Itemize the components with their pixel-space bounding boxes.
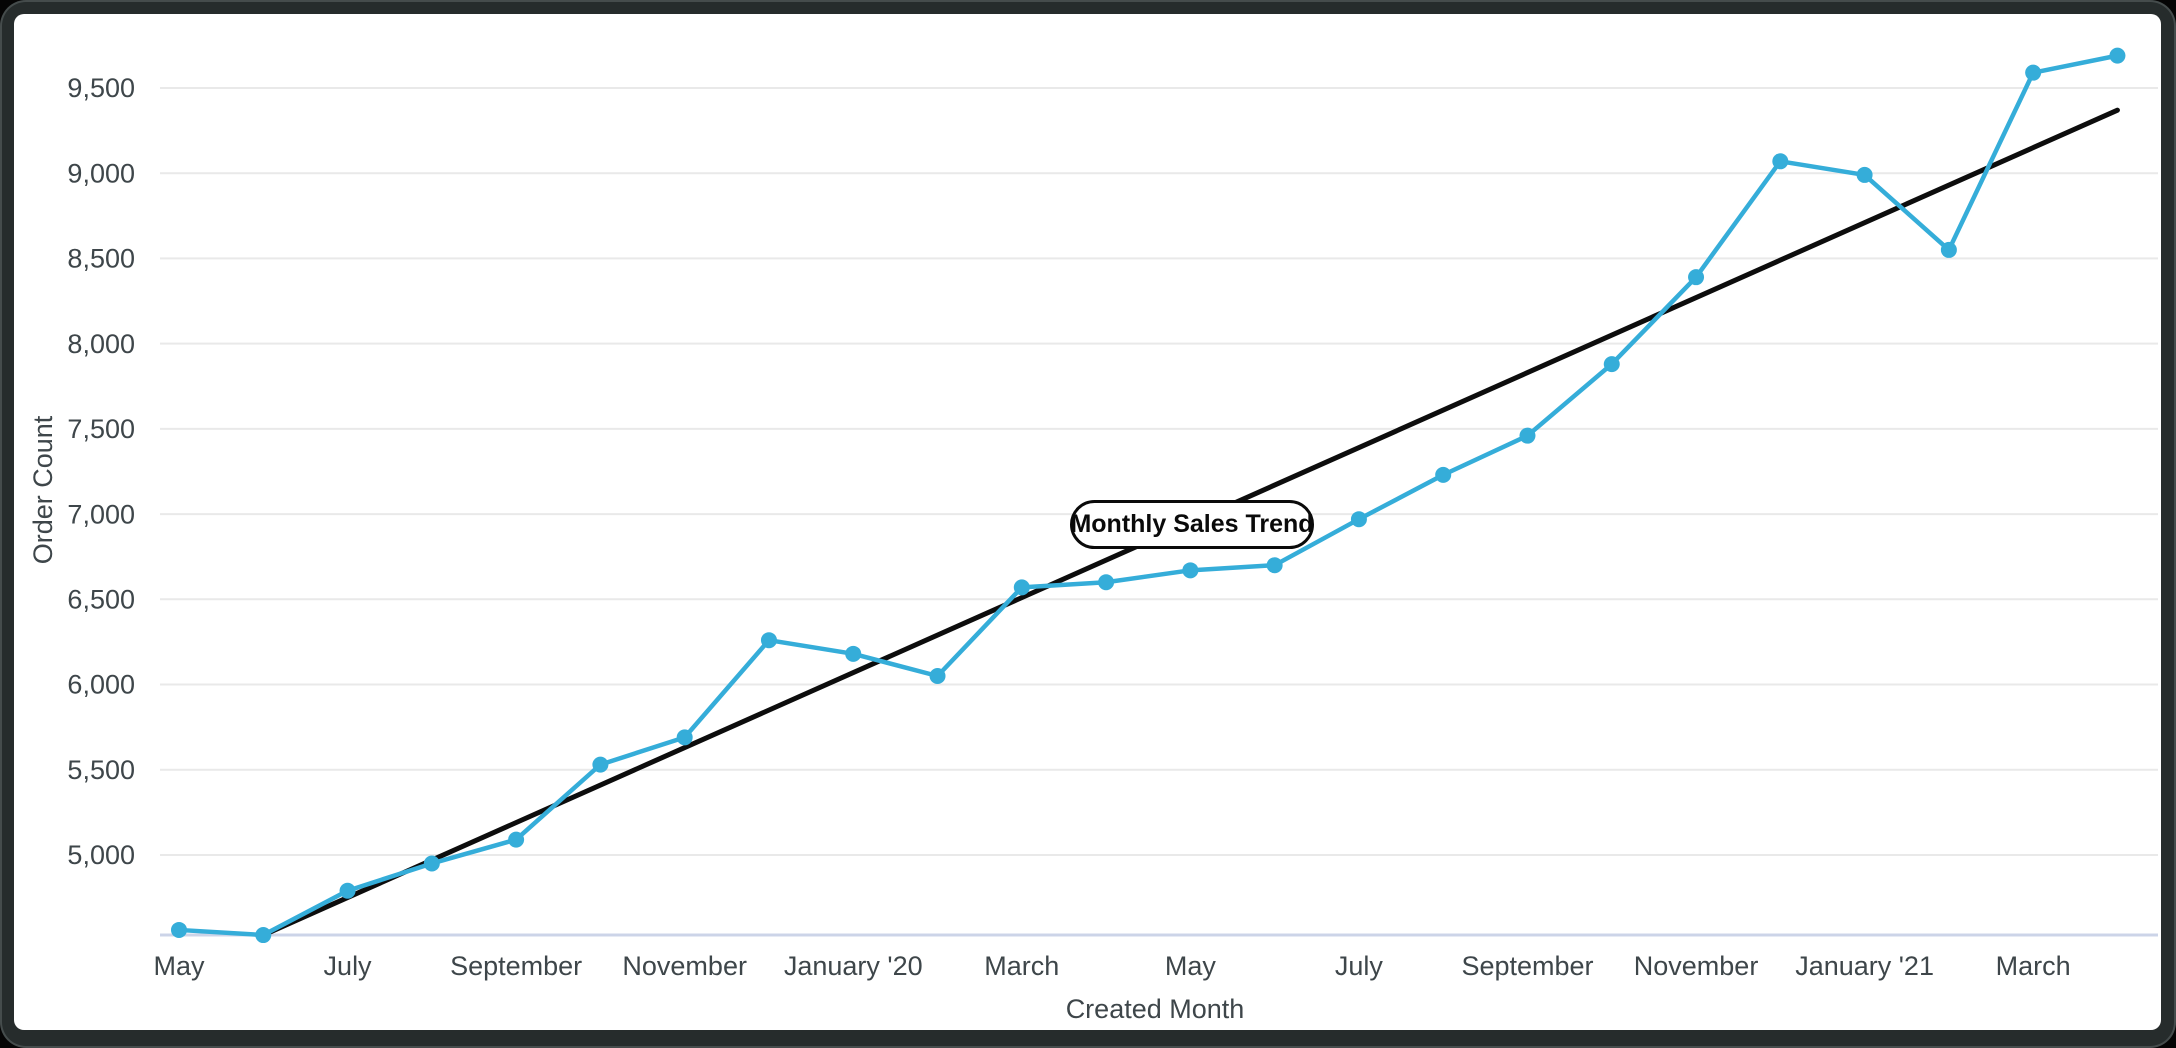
x-tick-label: January '20 bbox=[784, 951, 923, 981]
data-point[interactable]: Sep 2019: 5,090 bbox=[508, 831, 525, 848]
y-axis-title: Order Count bbox=[28, 415, 58, 565]
data-point[interactable]: Feb 2021: 8,550 bbox=[1940, 241, 1957, 258]
y-tick-label: 8,500 bbox=[67, 244, 135, 274]
x-tick-label: May bbox=[1165, 951, 1217, 981]
data-point[interactable]: Jan 2020: 6,180 bbox=[845, 645, 862, 662]
trend-annotation-label: Monthly Sales Trend bbox=[1070, 510, 1314, 538]
data-point[interactable]: May 2020: 6,670 bbox=[1182, 562, 1199, 579]
data-point[interactable]: Apr 2020: 6,600 bbox=[1098, 574, 1115, 591]
data-point[interactable]: Aug 2020: 7,230 bbox=[1435, 466, 1452, 483]
y-tick-label: 6,500 bbox=[67, 584, 135, 614]
x-tick-label: March bbox=[1996, 951, 2071, 981]
data-point[interactable]: Nov 2020: 8,390 bbox=[1688, 269, 1705, 286]
data-point[interactable]: Jan 2021: 8,990 bbox=[1856, 166, 1873, 183]
y-tick-label: 5,000 bbox=[67, 840, 135, 870]
x-tick-label: November bbox=[622, 951, 747, 981]
x-tick-label: July bbox=[1335, 951, 1384, 981]
data-point[interactable]: May 2019: 4,560 bbox=[171, 921, 187, 938]
data-point[interactable]: Sep 2020: 7,460 bbox=[1519, 427, 1536, 444]
y-tick-label: 6,000 bbox=[67, 670, 135, 700]
data-point[interactable]: Jun 2019: 4,530 bbox=[255, 927, 272, 944]
y-tick-label: 9,500 bbox=[67, 73, 135, 103]
trend-annotation-pill[interactable]: Monthly Sales Trend bbox=[1070, 500, 1314, 549]
y-tick-label: 7,000 bbox=[67, 499, 135, 529]
data-point[interactable]: Dec 2020: 9,070 bbox=[1772, 153, 1789, 170]
y-tick-label: 8,000 bbox=[67, 329, 135, 359]
data-point[interactable]: Feb 2020: 6,050 bbox=[929, 667, 946, 684]
x-tick-label: March bbox=[984, 951, 1059, 981]
data-point[interactable]: Nov 2019: 5,690 bbox=[676, 729, 693, 746]
order-count-line bbox=[176, 53, 2120, 938]
y-tick-label: 5,500 bbox=[67, 755, 135, 785]
x-tick-label: July bbox=[324, 951, 373, 981]
x-tick-label: January '21 bbox=[1795, 951, 1934, 981]
y-tick-label: 9,000 bbox=[67, 158, 135, 188]
x-tick-label: September bbox=[1461, 951, 1593, 981]
data-point[interactable]: Aug 2019: 4,950 bbox=[423, 855, 440, 872]
x-tick-label: May bbox=[153, 951, 205, 981]
x-tick-label: November bbox=[1634, 951, 1759, 981]
data-point[interactable]: Jul 2019: 4,790 bbox=[339, 882, 356, 899]
x-axis-title: Created Month bbox=[1065, 994, 1245, 1024]
data-point[interactable]: Mar 2021: 9,590 bbox=[2025, 64, 2042, 81]
data-point[interactable]: Dec 2019: 6,260 bbox=[760, 632, 777, 649]
data-point[interactable]: Mar 2020: 6,570 bbox=[1013, 579, 1030, 596]
data-point[interactable]: Jun 2020: 6,700 bbox=[1266, 557, 1283, 574]
y-tick-label: 7,500 bbox=[67, 414, 135, 444]
data-point[interactable]: Jul 2020: 6,970 bbox=[1350, 511, 1367, 528]
x-tick-label: September bbox=[450, 951, 582, 981]
data-point[interactable]: Apr 2021: 9,690 bbox=[2109, 47, 2126, 64]
data-point[interactable]: Oct 2020: 7,880 bbox=[1603, 356, 1620, 373]
data-point[interactable]: Oct 2019: 5,530 bbox=[592, 756, 609, 773]
